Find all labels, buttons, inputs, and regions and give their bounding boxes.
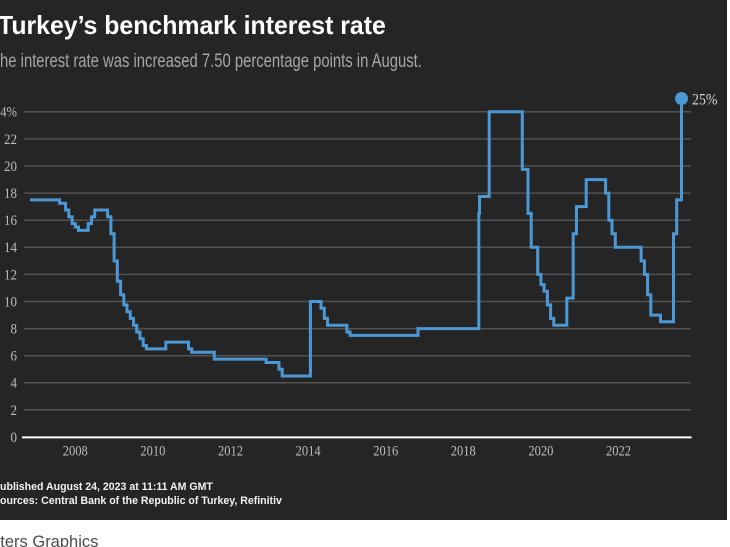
svg-text:4: 4 (11, 376, 18, 392)
svg-text:2022: 2022 (606, 443, 631, 459)
svg-text:14: 14 (4, 240, 17, 256)
svg-text:8: 8 (11, 322, 18, 338)
svg-text:25%: 25% (692, 91, 718, 108)
svg-text:20: 20 (4, 159, 17, 175)
svg-text:18: 18 (4, 186, 17, 202)
svg-text:10: 10 (4, 294, 17, 310)
svg-text:2: 2 (11, 403, 18, 419)
svg-text:2016: 2016 (373, 443, 398, 459)
svg-text:2008: 2008 (63, 443, 88, 459)
svg-text:24%: 24% (0, 105, 17, 121)
svg-text:12: 12 (4, 267, 17, 283)
svg-text:16: 16 (4, 213, 17, 229)
svg-text:2014: 2014 (296, 443, 321, 459)
svg-text:2010: 2010 (140, 443, 165, 459)
svg-text:0: 0 (11, 430, 18, 446)
svg-text:2018: 2018 (451, 443, 476, 459)
svg-text:22: 22 (4, 132, 17, 148)
svg-text:6: 6 (11, 349, 18, 365)
svg-text:2020: 2020 (528, 443, 553, 459)
svg-text:2012: 2012 (218, 443, 243, 459)
